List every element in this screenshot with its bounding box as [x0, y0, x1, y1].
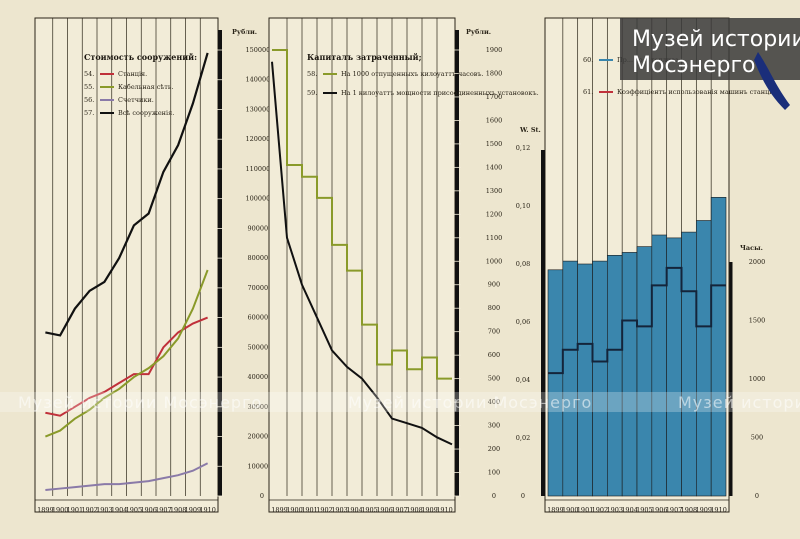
- bar: [637, 247, 652, 496]
- bar: [563, 261, 578, 496]
- legend-number: 60.: [583, 56, 593, 64]
- legend-number: 54.: [84, 70, 94, 78]
- logo-line-2: Мосэнерго: [632, 53, 756, 78]
- year-label: 1910: [710, 506, 727, 514]
- y-tick-label: 500: [488, 375, 500, 383]
- y-tick-label: 1600: [486, 116, 503, 124]
- legend-number: 56.: [84, 96, 94, 104]
- y-tick-label: 0: [260, 492, 264, 500]
- y-tick-label: 1400: [486, 163, 503, 171]
- y-tick-label: 1200: [486, 210, 503, 218]
- y-tick-label: 0,02: [516, 434, 530, 442]
- y-tick-label: 1500: [486, 140, 503, 148]
- y-tick-label: 1800: [486, 69, 503, 77]
- chart-title: Стоимость сооружений:: [84, 52, 197, 62]
- legend-label: Станція.: [118, 70, 147, 78]
- y-tick-label: 0,08: [516, 260, 530, 268]
- legend-label: Всѣ сооруженія.: [118, 109, 174, 117]
- y-tick-label: 900: [488, 281, 500, 289]
- bar: [607, 255, 622, 496]
- y-tick-label: 0: [492, 492, 496, 500]
- y2-tick-label: 1500: [749, 317, 766, 325]
- y-axis-label: Рубли.: [232, 28, 257, 36]
- bar: [667, 238, 682, 496]
- y-axis-label: W. St.: [519, 126, 541, 134]
- legend-label: Счетчики.: [118, 96, 154, 104]
- y2-tick-label: 1000: [749, 375, 766, 383]
- watermark-text-3: Музей истории Мосэнерго: [678, 393, 800, 412]
- y2-axis-label: Часы.: [740, 244, 763, 252]
- legend-label: Коэффиціентъ использованія машинъ станці…: [617, 88, 778, 96]
- legend-label: На 1000 отпущенныхъ килоуаттъ часовъ.: [341, 70, 484, 78]
- legend-label: Кабельная сѣть.: [118, 83, 173, 91]
- bar: [682, 232, 697, 496]
- y-tick-label: 0,12: [516, 144, 530, 152]
- y2-tick-label: 0: [755, 492, 759, 500]
- y-tick-label: 0: [521, 492, 525, 500]
- bar: [578, 264, 593, 496]
- y-tick-label: 0,10: [516, 202, 530, 210]
- y-tick-label: 1100: [486, 234, 503, 242]
- logo-line-1: Музей истории: [632, 27, 800, 52]
- y-tick-label: 600: [488, 351, 500, 359]
- year-label: 1910: [199, 506, 216, 514]
- y-axis-label: Рубли.: [466, 28, 491, 36]
- bar: [548, 270, 563, 496]
- chart-title: Капиталъ затраченный;: [307, 52, 422, 62]
- legend-label: На 1 килоуаттъ мощности присоединенныхъ …: [341, 89, 539, 97]
- bar: [711, 197, 726, 496]
- bar: [696, 221, 711, 497]
- legend-number: 61.: [583, 88, 593, 96]
- y2-tick-label: 2000: [749, 258, 766, 266]
- y-tick-label: 800: [488, 304, 500, 312]
- y-tick-label: 100: [488, 469, 500, 477]
- y-tick-label: 1900: [486, 46, 503, 54]
- bar: [622, 252, 637, 496]
- y-tick-label: 200: [488, 445, 500, 453]
- watermark-band: Музей истории Мосэнерго Музей истории Мо…: [0, 392, 800, 412]
- watermark-text-1: Музей истории Мосэнерго: [18, 393, 262, 412]
- y-tick-label: 0,06: [516, 318, 530, 326]
- legend-number: 57.: [84, 109, 94, 117]
- legend-number: 58.: [307, 70, 317, 78]
- y-tick-label: 1300: [486, 187, 503, 195]
- y-tick-label: 700: [488, 328, 500, 336]
- bar: [593, 261, 608, 496]
- y-tick-label: 1000: [486, 257, 503, 265]
- year-label: 1910: [436, 506, 453, 514]
- watermark-text-2: Музей истории Мосэнерго: [348, 393, 592, 412]
- y2-tick-label: 500: [751, 434, 763, 442]
- y-tick-label: 300: [488, 422, 500, 430]
- legend-number: 59.: [307, 89, 317, 97]
- legend-number: 55.: [84, 83, 94, 91]
- y-tick-label: 0,04: [516, 376, 530, 384]
- bar: [652, 235, 667, 496]
